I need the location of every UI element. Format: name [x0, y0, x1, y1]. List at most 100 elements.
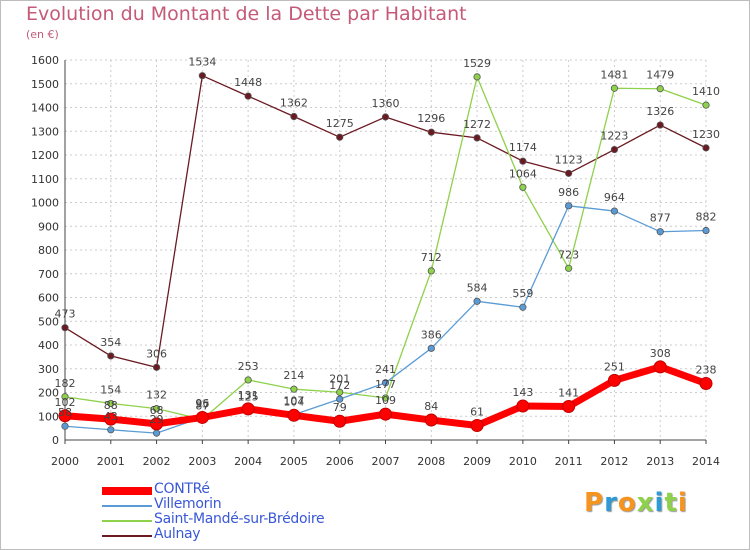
- data-point-saint-mand-sur-br-doire: [565, 264, 573, 272]
- legend-label: CONTRé: [154, 481, 210, 497]
- data-label-contr-: 95: [195, 397, 209, 410]
- data-label-aulnay: 1174: [509, 141, 537, 154]
- data-point-villemorin: [427, 344, 435, 352]
- data-label-saint-mand-sur-br-doire: 132: [146, 389, 167, 402]
- data-label-saint-mand-sur-br-doire: 182: [55, 377, 76, 390]
- y-tick-label: 1400: [31, 102, 59, 115]
- y-tick-label: 1600: [31, 54, 59, 67]
- data-label-saint-mand-sur-br-doire: 1479: [646, 69, 674, 82]
- brand-letter: o: [617, 488, 637, 518]
- data-label-aulnay: 1223: [600, 130, 628, 143]
- data-point-contr-: [287, 408, 301, 422]
- data-label-aulnay: 306: [146, 347, 167, 360]
- legend-label: Saint-Mandé-sur-Brédoire: [154, 511, 325, 527]
- data-label-villemorin: 107: [283, 395, 304, 408]
- data-label-contr-: 251: [604, 360, 625, 373]
- data-label-saint-mand-sur-br-doire: 1481: [600, 68, 628, 81]
- y-tick-label: 300: [38, 363, 59, 376]
- data-label-villemorin: 241: [375, 363, 396, 376]
- data-label-contr-: 79: [333, 401, 347, 414]
- data-label-contr-: 131: [238, 389, 259, 402]
- data-point-aulnay: [198, 72, 206, 80]
- y-tick-label: 100: [38, 410, 59, 423]
- data-point-aulnay: [702, 144, 710, 152]
- data-point-contr-: [653, 360, 667, 374]
- y-tick-label: 0: [52, 434, 59, 447]
- data-point-saint-mand-sur-br-doire: [702, 101, 710, 109]
- x-tick-label: 2010: [509, 455, 537, 468]
- data-label-contr-: 88: [104, 399, 118, 412]
- data-point-saint-mand-sur-br-doire: [427, 267, 435, 275]
- data-point-saint-mand-sur-br-doire: [107, 399, 115, 408]
- data-point-contr-: [104, 412, 118, 426]
- data-point-aulnay: [519, 157, 527, 165]
- brand-letter: i: [654, 488, 665, 518]
- x-tick-label: 2008: [417, 455, 445, 468]
- data-point-villemorin: [61, 422, 69, 430]
- y-tick-label: 1000: [31, 197, 59, 210]
- data-point-villemorin: [336, 395, 344, 403]
- brand-letter: P: [584, 488, 605, 518]
- data-point-contr-: [699, 376, 713, 390]
- x-tick-label: 2004: [234, 455, 262, 468]
- x-tick-label: 2000: [51, 455, 79, 468]
- data-label-aulnay: 1123: [555, 153, 583, 166]
- data-point-villemorin: [702, 226, 710, 235]
- y-tick-label: 200: [38, 387, 59, 400]
- data-point-contr-: [607, 373, 621, 387]
- data-point-contr-: [58, 409, 72, 423]
- data-label-aulnay: 1296: [417, 112, 445, 125]
- data-label-aulnay: 354: [100, 336, 121, 349]
- brand-letter: x: [636, 488, 655, 518]
- legend-swatch-aulnay: [102, 535, 152, 537]
- data-point-contr-: [150, 417, 164, 431]
- data-point-saint-mand-sur-br-doire: [473, 73, 481, 81]
- data-label-aulnay: 1448: [234, 76, 262, 89]
- brand-logo: Proxiti: [584, 488, 688, 518]
- data-point-villemorin: [610, 207, 619, 215]
- data-label-aulnay: 1230: [692, 128, 720, 141]
- x-tick-label: 2005: [280, 455, 308, 468]
- brand-letter: r: [604, 488, 618, 518]
- data-label-villemorin: 986: [558, 186, 579, 199]
- x-tick-label: 2001: [97, 455, 125, 468]
- chart-title: Evolution du Montant de la Dette par Hab…: [26, 3, 467, 25]
- y-tick-label: 1100: [31, 173, 59, 186]
- x-tick-label: 2009: [463, 455, 491, 468]
- data-label-villemorin: 96: [195, 397, 209, 410]
- data-label-contr-: 238: [696, 363, 717, 376]
- data-point-saint-mand-sur-br-doire: [381, 394, 390, 402]
- data-label-villemorin: 882: [696, 211, 717, 224]
- data-label-villemorin: 125: [238, 390, 259, 403]
- data-label-contr-: 141: [558, 387, 579, 400]
- y-tick-label: 1300: [31, 125, 59, 138]
- data-label-contr-: 109: [375, 394, 396, 407]
- y-tick-label: 1200: [31, 149, 59, 162]
- y-tick-label: 1500: [31, 78, 59, 91]
- data-point-villemorin: [381, 379, 390, 387]
- legend-label: Aulnay: [154, 526, 201, 542]
- data-point-aulnay: [656, 121, 664, 129]
- data-point-saint-mand-sur-br-doire: [336, 388, 344, 396]
- x-tick-label: 2006: [326, 455, 354, 468]
- data-point-contr-: [516, 399, 530, 413]
- data-label-aulnay: 473: [55, 308, 76, 321]
- brand-letter: i: [677, 488, 688, 518]
- y-tick-label: 700: [38, 268, 59, 281]
- data-label-saint-mand-sur-br-doire: 87: [195, 399, 209, 412]
- data-label-saint-mand-sur-br-doire: 723: [558, 248, 579, 261]
- data-point-contr-: [241, 402, 255, 416]
- data-label-saint-mand-sur-br-doire: 1064: [509, 167, 537, 180]
- data-point-aulnay: [61, 324, 69, 332]
- data-point-villemorin: [107, 426, 115, 434]
- data-label-aulnay: 1275: [326, 117, 354, 130]
- data-point-aulnay: [107, 352, 115, 360]
- data-label-aulnay: 1360: [372, 97, 400, 110]
- legend-swatch-contre: [102, 487, 152, 495]
- y-tick-label: 400: [38, 339, 59, 352]
- data-point-aulnay: [290, 112, 298, 121]
- data-label-villemorin: 964: [604, 191, 625, 204]
- data-point-saint-mand-sur-br-doire: [244, 376, 252, 384]
- data-label-contr-: 143: [512, 386, 533, 399]
- chart-unit: (en €): [26, 28, 59, 41]
